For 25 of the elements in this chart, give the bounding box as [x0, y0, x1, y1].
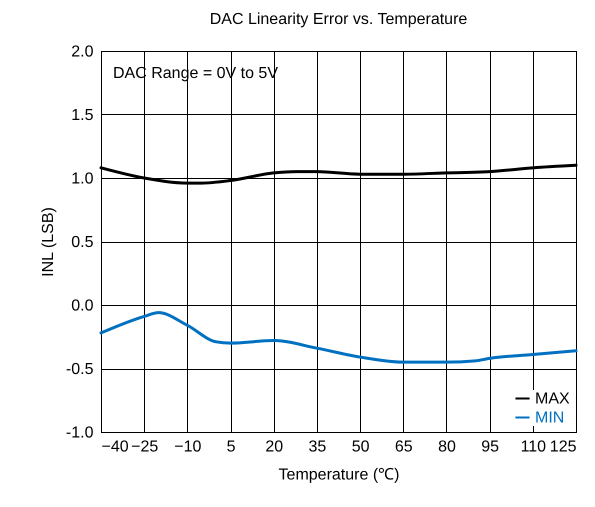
x-tick-label: 125 [550, 438, 577, 456]
y-tick-label: 1.5 [71, 107, 94, 124]
x-tick-label: 20 [265, 438, 284, 456]
legend-label: MIN [535, 410, 564, 426]
x-tick-label: 35 [308, 438, 326, 456]
x-tick-label: 65 [394, 438, 413, 456]
x-tick-label: −10 [174, 438, 202, 456]
line-series [100, 311, 578, 364]
y-tick-label: 0.5 [71, 234, 94, 251]
y-tick-label: -1.0 [66, 424, 94, 442]
x-axis-title: Temperature (℃) [278, 466, 400, 484]
y-tick-label: 0.0 [71, 298, 94, 314]
y-tick-label: 2.0 [71, 44, 94, 60]
x-tick-label: 110 [520, 438, 546, 456]
x-tick-label: 5 [226, 438, 236, 456]
y-tick-label: -0.5 [66, 361, 94, 378]
x-tick-label: −25 [131, 438, 158, 456]
y-tick-label: 1.0 [71, 170, 94, 188]
chart-title: DAC Linearity Error vs. Temperature [210, 11, 468, 28]
x-tick-label: −40 [102, 438, 129, 456]
legend-label: MAX [535, 390, 570, 408]
x-tick-label: 80 [438, 438, 456, 456]
x-tick-label: 95 [481, 438, 500, 456]
y-axis-title: INL (LSB) [40, 207, 57, 277]
x-tick-label: 50 [352, 438, 370, 456]
